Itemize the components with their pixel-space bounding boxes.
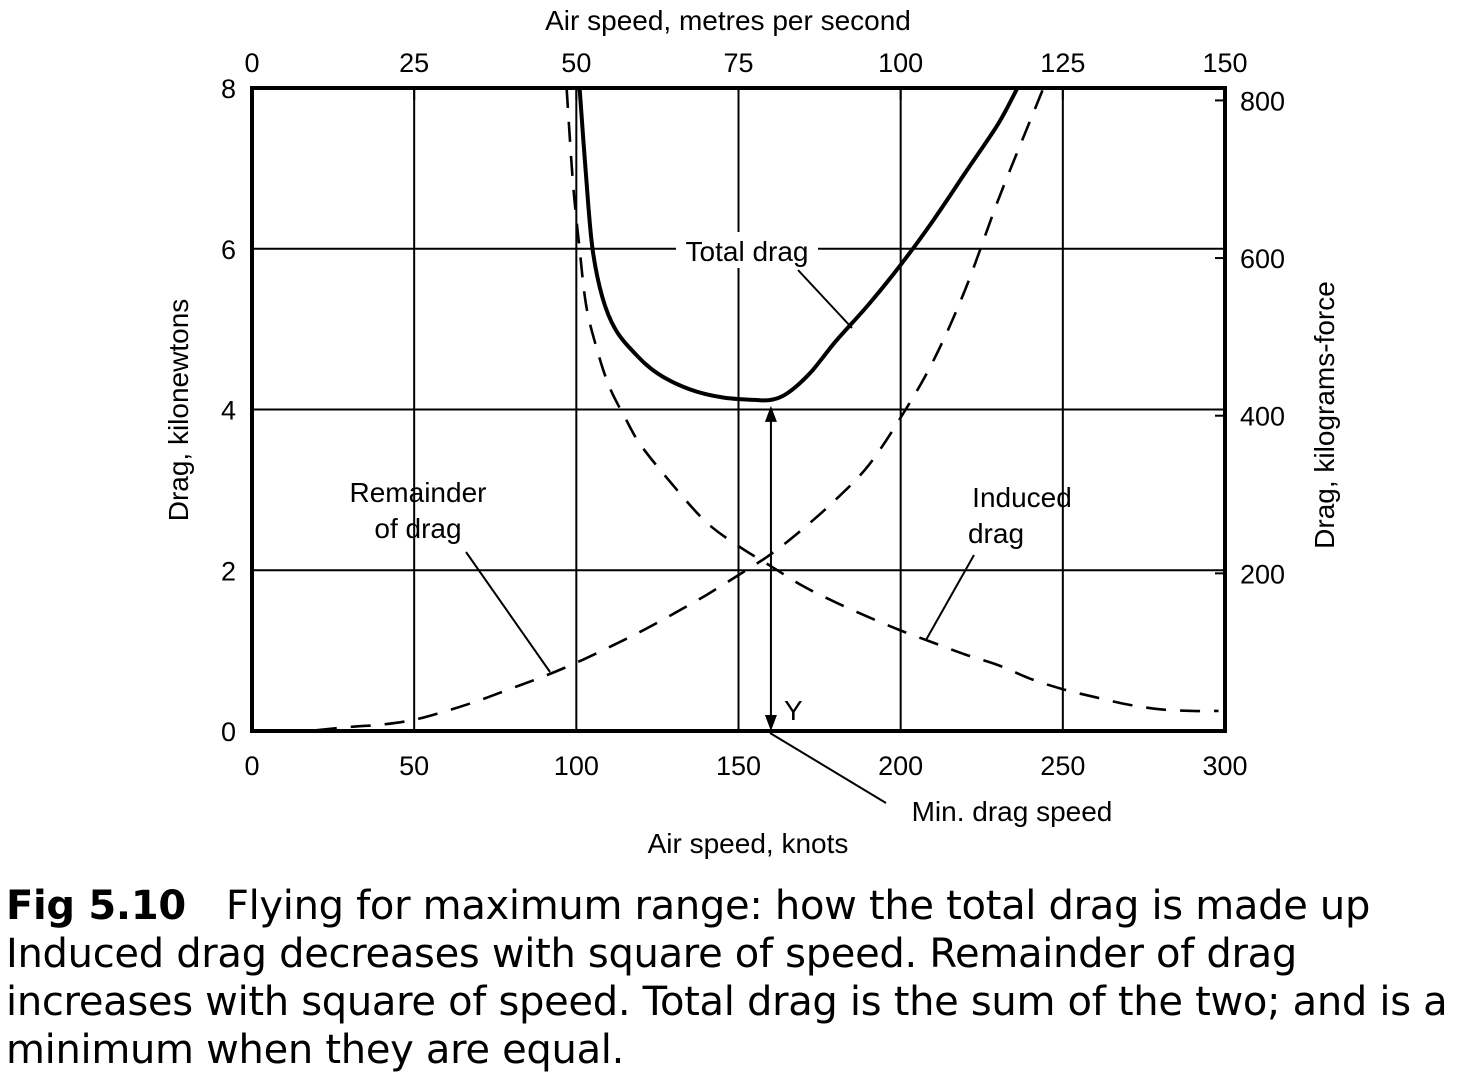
total-drag-label: Total drag	[686, 236, 809, 267]
x-top-tick-label: 0	[244, 48, 259, 78]
total-drag-label-bg	[676, 232, 818, 268]
x-bottom-tick-label: 100	[554, 751, 599, 781]
remainder-of-drag-curve	[316, 88, 1045, 731]
grid-lines	[252, 88, 1225, 731]
induced-drag-label-line1: Induced	[972, 482, 1072, 513]
induced-drag-leader	[925, 554, 975, 641]
total-drag-leader	[797, 269, 853, 329]
x-top-tick-label: 50	[561, 48, 591, 78]
figure-description: Induced drag decreases with square of sp…	[6, 931, 1448, 1073]
y-axis-right-title: Drag, kilograms-force	[1309, 281, 1340, 549]
y-left-tick-label: 2	[221, 556, 236, 586]
min-drag-arrow-head-up	[764, 405, 777, 422]
min-drag-arrow-head-down	[764, 715, 777, 731]
drag-chart: 0 50 100 150 200 250 300 0 25 50 75 100 125 150 0 2 4 6 8 2…	[163, 5, 1340, 859]
remainder-drag-leader	[465, 551, 551, 673]
induced-drag-curve	[565, 88, 1219, 713]
min-drag-speed-label: Min. drag speed	[912, 796, 1113, 827]
x-axis-top-title: Air speed, metres per second	[545, 5, 911, 36]
y-right-tick-label: 800	[1240, 86, 1285, 116]
figure-label: Fig 5.10	[6, 883, 186, 929]
y-left-tick-label: 8	[221, 74, 236, 104]
y-right-tick-label: 400	[1240, 402, 1285, 432]
y-left-tick-label: 0	[221, 717, 236, 747]
x-bottom-tick-label: 50	[399, 751, 429, 781]
y-right-tick-label: 600	[1240, 244, 1285, 274]
x-top-tick-label: 100	[878, 48, 923, 78]
x-bottom-tick-label: 200	[878, 751, 923, 781]
x-axis-bottom-title: Air speed, knots	[648, 828, 849, 859]
min-drag-arrow	[764, 405, 777, 731]
figure-caption: Fig 5.10 Flying for maximum range: how th…	[6, 882, 1466, 1074]
x-top-tick-label: 125	[1040, 48, 1085, 78]
x-top-tick-label: 75	[723, 48, 753, 78]
total-drag-curve	[577, 88, 1020, 403]
induced-drag-label-line2: drag	[968, 518, 1024, 549]
x-bottom-tick-label: 250	[1040, 751, 1085, 781]
remainder-drag-label-line1: Remainder	[350, 477, 487, 508]
x-top-tick-label: 150	[1202, 48, 1247, 78]
y-marker-label: Y	[784, 695, 803, 726]
x-bottom-tick-label: 300	[1202, 751, 1247, 781]
y-left-tick-label: 4	[221, 396, 236, 426]
figure-title: Flying for maximum range: how the total …	[225, 883, 1371, 929]
x-top-tick-label: 25	[399, 48, 429, 78]
y-left-tick-label: 6	[221, 235, 236, 265]
remainder-drag-label-line2: of drag	[374, 513, 461, 544]
y-axis-left-title: Drag, kilonewtons	[163, 299, 194, 522]
min-drag-leader	[769, 732, 887, 804]
x-bottom-tick-label: 150	[716, 751, 761, 781]
x-bottom-tick-label: 0	[244, 751, 259, 781]
y-right-tick-label: 200	[1240, 559, 1285, 589]
